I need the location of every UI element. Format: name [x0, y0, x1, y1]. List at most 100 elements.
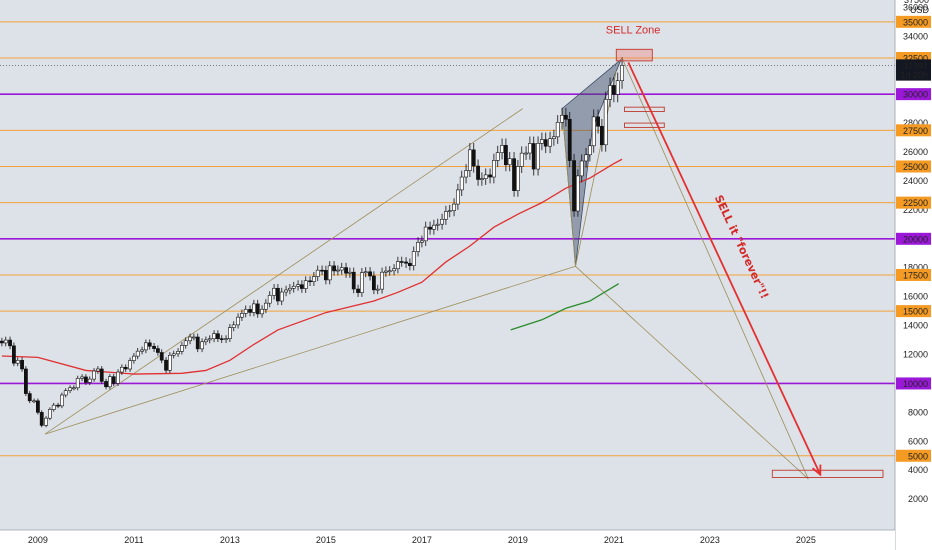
candle-body: [332, 265, 336, 272]
y-tick-label: 22000: [903, 205, 928, 215]
sell-zone-label: SELL Zone: [606, 24, 661, 36]
candle-body: [555, 122, 560, 138]
level-tag-orange: [896, 305, 931, 318]
pattern-line: [575, 70, 617, 267]
y-tick-label: 12000: [903, 350, 928, 360]
level-tag-orange: [896, 268, 931, 281]
candle-body: [563, 114, 568, 120]
target-zone-box: [771, 469, 884, 478]
candle-body: [375, 288, 380, 291]
candle-body: [507, 158, 512, 166]
candle-body: [479, 178, 484, 180]
level-tag-purple-text: 30000: [903, 90, 928, 100]
candle-body: [536, 143, 540, 170]
candle-body: [407, 262, 412, 267]
candle-body: [224, 338, 228, 340]
level-tag-orange-text: 15000: [903, 307, 928, 317]
time-axis[interactable]: [0, 530, 895, 550]
candle-body: [551, 136, 556, 140]
candle-body: [23, 368, 28, 394]
sell-arrow-line: [627, 61, 822, 475]
x-tick-label: 2011: [124, 535, 143, 545]
candle-body: [344, 267, 348, 274]
candle-body: [419, 240, 424, 243]
candle-body: [464, 170, 468, 178]
level-tag-orange-text: 17500: [903, 270, 928, 280]
candle-body: [599, 125, 604, 146]
candle-body: [395, 261, 400, 270]
candle-body: [539, 139, 544, 144]
x-tick-label: 2013: [220, 535, 240, 545]
candle-body: [620, 65, 624, 81]
candle-body: [351, 271, 356, 290]
candle-body: [140, 349, 144, 352]
level-tag-orange: [896, 196, 931, 209]
pattern-line: [575, 265, 809, 480]
candle-body: [411, 251, 416, 267]
candle-body: [519, 152, 524, 167]
candle-body: [207, 338, 212, 341]
plot-area: [0, 0, 895, 530]
level-tag-orange-text: 22500: [903, 198, 928, 208]
candle-body: [416, 241, 420, 252]
level-tag-orange: [896, 160, 931, 173]
candle-body: [104, 381, 108, 388]
sell-arrow-head: [811, 464, 822, 477]
y-tick-label: 37500: [904, 0, 929, 5]
sell-zone-box: [615, 48, 653, 62]
pattern-line: [44, 108, 523, 435]
candle-body: [476, 165, 480, 180]
candle-body: [8, 339, 12, 347]
y-tick-label: 36000: [903, 2, 928, 12]
candle-body: [120, 366, 124, 373]
candle-body: [387, 270, 392, 273]
candle-body: [263, 302, 268, 310]
candle-body: [164, 359, 168, 371]
candle-body: [567, 119, 572, 161]
y-tick-label: 8000: [908, 407, 928, 417]
candle-body: [47, 409, 52, 419]
candle-body: [471, 149, 476, 167]
candle-body: [3, 339, 8, 344]
candle-body: [308, 280, 312, 283]
candle-body: [63, 390, 68, 396]
level-tag-purple-text: 10000: [903, 379, 928, 389]
candle-body: [59, 394, 64, 407]
candle-body: [611, 85, 616, 95]
candle-body: [12, 345, 16, 364]
x-tick-label: 2009: [28, 535, 48, 545]
candle-body: [459, 176, 464, 191]
candle-body: [171, 353, 176, 356]
y-tick-label: 24000: [903, 176, 928, 186]
candle-body: [200, 341, 204, 350]
candle-body: [500, 145, 504, 153]
candle-body: [128, 360, 132, 370]
candle-body: [72, 387, 76, 390]
candle-body: [132, 355, 136, 361]
candle-body: [371, 275, 376, 291]
candle-body: [512, 158, 516, 191]
last-price-tag: [896, 59, 931, 72]
y-tick-label: 16000: [903, 292, 928, 302]
candle-body: [44, 417, 48, 426]
pattern-line: [44, 265, 576, 435]
candle-body: [515, 166, 520, 191]
candle-body: [15, 360, 20, 364]
y-tick-label: 2000: [908, 494, 928, 504]
candle-body: [180, 345, 184, 352]
y-tick-label: 6000: [908, 436, 928, 446]
candle-body: [356, 288, 360, 293]
y-tick-label: 26000: [903, 147, 928, 157]
candle-body: [176, 351, 180, 355]
candle-body: [404, 261, 408, 264]
x-tick-label: 2019: [508, 535, 528, 545]
candle-body: [392, 268, 396, 272]
candle-body: [159, 352, 164, 361]
candle-body: [495, 152, 500, 161]
candle-body: [116, 371, 120, 384]
candle-body: [299, 284, 304, 289]
candle-body: [320, 269, 324, 272]
candle-body: [491, 160, 496, 178]
y-tick-label: 28000: [903, 118, 928, 128]
